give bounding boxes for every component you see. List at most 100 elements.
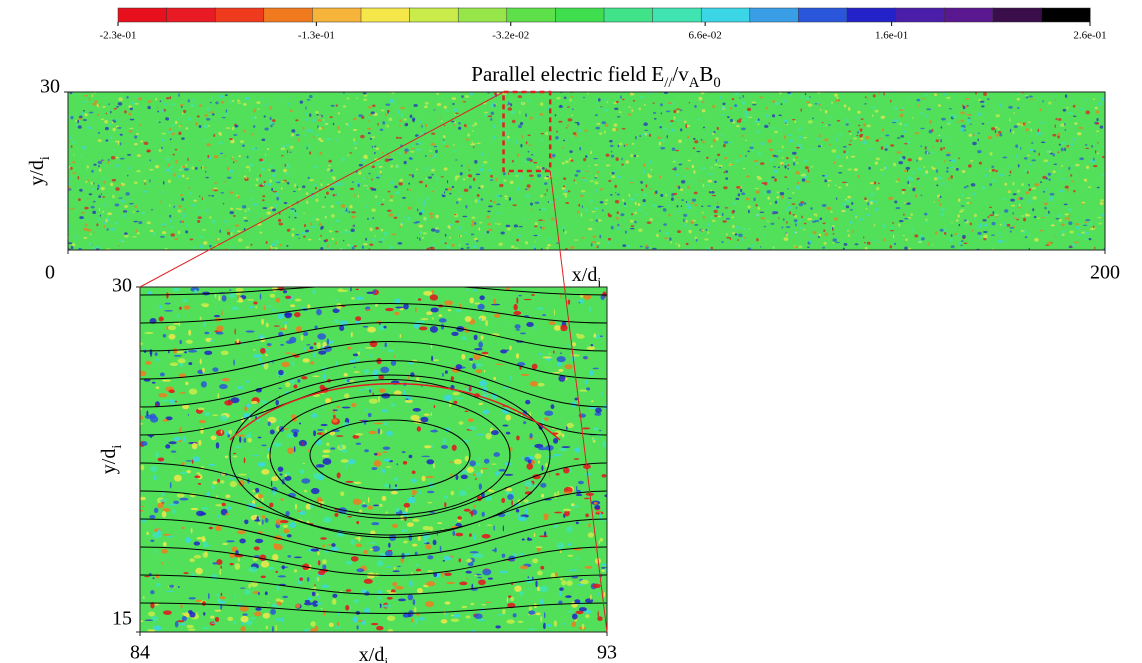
field-speck [421,125,423,128]
field-speck [552,371,561,374]
field-speck [678,139,683,143]
field-speck [190,527,193,534]
field-line [140,546,607,577]
field-speck [605,153,610,157]
field-speck [858,124,861,127]
field-speck [541,167,545,170]
field-speck [244,97,250,100]
field-speck [171,103,176,106]
field-speck [328,622,334,627]
field-speck [176,620,185,623]
field-speck [987,216,990,219]
field-speck [714,214,718,218]
field-speck [778,217,780,219]
field-speck [753,197,756,202]
field-speck [284,163,287,167]
field-speck [651,247,657,250]
field-speck [607,237,612,241]
field-speck [763,225,766,228]
field-speck [415,168,418,171]
field-speck [280,519,289,524]
field-speck [260,347,266,354]
field-speck [505,224,511,228]
field-speck [266,343,272,346]
field-speck [340,459,349,463]
field-speck [221,295,227,302]
field-speck [783,237,789,241]
field-speck [576,211,580,214]
field-speck [224,455,229,459]
field-speck [174,205,177,208]
field-speck [455,175,460,178]
field-speck [384,483,390,488]
field-speck [599,512,602,519]
field-speck [146,629,156,632]
field-speck [537,570,543,576]
field-speck [443,135,446,139]
field-speck [311,194,314,198]
field-speck [272,173,276,178]
field-speck [940,147,943,151]
field-speck [642,198,646,203]
field-speck [1012,181,1015,186]
field-speck [515,329,521,331]
field-speck [671,197,674,201]
field-speck [832,242,835,244]
field-speck [112,194,115,199]
field-speck [756,129,760,134]
field-speck [478,524,481,527]
field-speck [368,398,378,404]
field-speck [542,227,546,229]
field-speck [769,158,774,162]
field-speck [589,180,595,182]
field-speck [995,169,998,173]
field-speck [113,107,117,110]
field-speck [307,176,310,179]
field-speck [215,429,225,437]
field-speck [138,124,142,126]
field-speck [342,210,346,213]
field-speck [181,197,184,201]
field-speck [506,227,511,231]
field-speck [658,141,662,146]
field-speck [403,502,411,508]
field-speck [255,607,262,611]
field-speck [201,197,203,200]
field-speck [456,308,462,313]
field-speck [258,357,262,362]
field-speck [424,105,428,109]
field-speck [297,378,301,383]
field-speck [275,570,279,573]
field-speck [776,191,779,194]
field-speck [98,168,102,172]
field-speck [921,98,925,100]
field-speck [753,160,759,163]
field-speck [506,106,508,109]
field-speck [692,147,696,150]
field-speck [394,185,398,189]
field-speck [363,98,367,101]
field-speck [410,147,415,150]
field-speck [237,102,242,104]
field-speck [554,114,557,117]
field-speck [721,106,726,110]
field-speck [371,467,378,471]
field-speck [543,516,549,521]
field-speck [236,386,243,390]
field-speck [146,531,149,536]
field-speck [965,113,968,116]
field-speck [173,436,181,442]
field-speck [365,237,367,241]
field-speck [307,449,310,453]
field-speck [224,181,227,183]
field-speck [423,537,428,544]
field-speck [902,130,907,133]
field-speck [118,97,123,101]
field-speck [796,181,800,185]
field-speck [415,618,419,624]
field-speck [467,562,474,567]
field-speck [208,526,213,530]
field-speck [827,179,832,182]
field-speck [842,145,847,148]
